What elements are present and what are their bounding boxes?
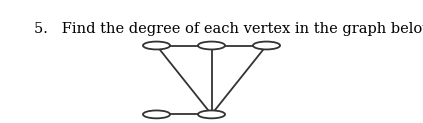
Circle shape [143,42,170,49]
Text: 5.   Find the degree of each vertex in the graph below.: 5. Find the degree of each vertex in the… [34,22,423,36]
Circle shape [253,42,280,49]
Circle shape [143,110,170,118]
Circle shape [198,110,225,118]
Circle shape [198,42,225,49]
